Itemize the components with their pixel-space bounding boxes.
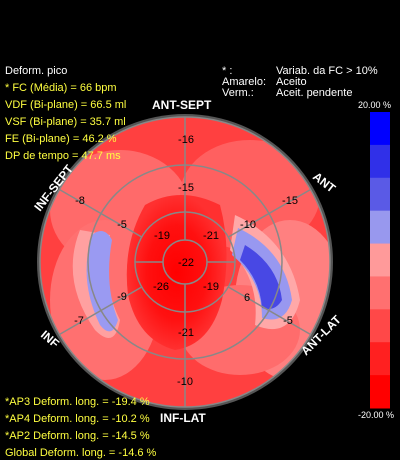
segment-value: -15 — [282, 195, 298, 207]
segment-grid — [39, 116, 331, 408]
segment-value: 6 — [244, 292, 250, 304]
legend-key: Verm.: — [222, 87, 254, 99]
legend-text: Aceito — [276, 76, 307, 88]
color-scale-swatch — [370, 276, 390, 310]
legend-key: Amarelo: — [222, 76, 267, 88]
segment-value: -8 — [75, 195, 85, 207]
legend-text: Variab. da FC > 10% — [276, 65, 378, 77]
ap4-strain: *AP4 Deform. long. = -10.2 % — [5, 413, 150, 425]
color-scale-swatch — [370, 342, 390, 376]
color-scale-swatch — [370, 375, 390, 409]
stat-edv: VDF (Bi-plane) = 66.5 ml — [5, 99, 127, 111]
scale-max-label: 20.00 % — [358, 100, 392, 110]
legend-text: Aceit. pendente — [276, 87, 353, 99]
segment-value: -21 — [203, 230, 219, 242]
wall-label-inf-lat: INF-LAT — [160, 411, 206, 425]
apex-value: -22 — [178, 257, 194, 269]
panel-title: Deform. pico — [5, 65, 68, 77]
color-scale-swatch — [370, 210, 390, 245]
legend-key: * : — [222, 65, 233, 77]
global-strain: Global Deform. long. = -14.6 % — [5, 447, 157, 459]
segment-value: -5 — [283, 315, 293, 327]
color-scale-swatch — [370, 243, 390, 277]
segment-value: -19 — [154, 230, 170, 242]
region-blue-deep — [240, 245, 282, 309]
stat-ef: FE (Bi-plane) = 46.2 % — [5, 133, 117, 145]
scale-min-label: -20.00 % — [358, 410, 395, 420]
ap2-strain: *AP2 Deform. long. = -14.5 % — [5, 430, 150, 442]
wall-label-ant-sept: ANT-SEPT — [152, 98, 212, 112]
segment-value: -15 — [178, 182, 194, 194]
color-scale-swatch — [370, 112, 390, 146]
segment-value: -7 — [74, 315, 84, 327]
region-hot — [126, 195, 227, 350]
segment-value: -16 — [178, 134, 194, 146]
region-blue — [86, 231, 118, 332]
segment-value: -9 — [117, 291, 127, 303]
segment-value: -10 — [240, 219, 256, 231]
segment-value: -26 — [153, 281, 169, 293]
stat-esv: VSF (Bi-plane) = 35.7 ml — [5, 116, 126, 128]
color-scale-swatch — [370, 309, 390, 343]
segment-value: -21 — [178, 327, 194, 339]
color-scale — [370, 112, 390, 409]
color-scale-swatch — [370, 177, 390, 212]
stat-heart-rate: * FC (Média) = 66 bpm — [5, 82, 117, 94]
segment-value: -19 — [203, 281, 219, 293]
color-scale-swatch — [370, 144, 390, 179]
ap3-strain: *AP3 Deform. long. = -19.4 % — [5, 396, 150, 408]
segment-value: -5 — [117, 219, 127, 231]
segment-value: -10 — [177, 376, 193, 388]
stat-time-dp: DP de tempo = 47.7 ms — [5, 150, 121, 162]
